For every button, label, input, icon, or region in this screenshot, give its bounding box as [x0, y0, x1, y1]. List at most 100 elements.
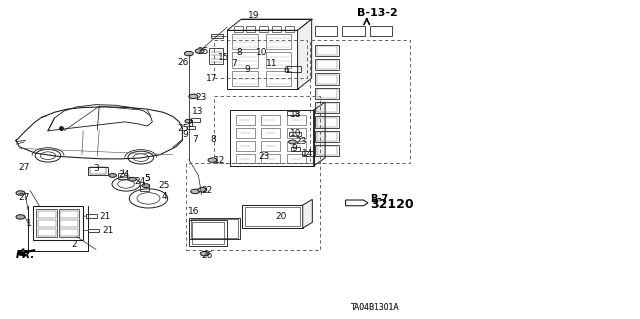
- Bar: [60, 229, 78, 236]
- Circle shape: [208, 158, 217, 162]
- Circle shape: [185, 119, 193, 123]
- Circle shape: [16, 215, 25, 219]
- Text: 17: 17: [206, 74, 218, 83]
- Polygon shape: [346, 200, 368, 206]
- Bar: [232, 71, 258, 86]
- Bar: [36, 209, 57, 237]
- Text: 16: 16: [188, 207, 199, 216]
- Bar: [261, 128, 280, 138]
- Bar: [234, 26, 243, 32]
- Text: 27: 27: [18, 193, 29, 202]
- Bar: [38, 211, 56, 218]
- Bar: [287, 141, 306, 151]
- Text: 21: 21: [99, 212, 111, 221]
- Text: 22: 22: [202, 186, 213, 195]
- Bar: [60, 220, 78, 227]
- Bar: [191, 219, 238, 238]
- Bar: [88, 229, 99, 232]
- Text: B-13-2: B-13-2: [357, 8, 398, 18]
- Bar: [209, 48, 223, 64]
- Polygon shape: [303, 199, 312, 228]
- Circle shape: [184, 51, 193, 56]
- Bar: [317, 89, 337, 98]
- Bar: [118, 173, 127, 179]
- Text: 21: 21: [102, 226, 114, 235]
- Bar: [287, 128, 306, 138]
- Circle shape: [129, 177, 136, 181]
- Text: 9: 9: [291, 145, 297, 153]
- Text: 6: 6: [187, 120, 193, 129]
- Text: 25: 25: [159, 181, 170, 190]
- Text: 7: 7: [192, 135, 198, 144]
- Text: 25: 25: [197, 47, 209, 56]
- Polygon shape: [227, 19, 312, 30]
- Text: 24: 24: [134, 177, 146, 186]
- Bar: [59, 209, 79, 237]
- Circle shape: [142, 184, 150, 188]
- Bar: [342, 26, 365, 36]
- Text: 27: 27: [18, 163, 29, 172]
- Bar: [315, 131, 339, 142]
- Bar: [33, 206, 83, 240]
- Bar: [266, 34, 291, 49]
- Bar: [289, 132, 301, 136]
- Bar: [245, 207, 300, 226]
- Bar: [259, 26, 268, 32]
- Bar: [236, 128, 255, 138]
- Bar: [246, 26, 255, 32]
- Text: 11: 11: [266, 59, 277, 68]
- Bar: [315, 88, 339, 99]
- Bar: [236, 154, 255, 163]
- Text: 8: 8: [210, 135, 216, 144]
- Text: B-7: B-7: [370, 194, 388, 204]
- Bar: [38, 220, 56, 227]
- Text: 4: 4: [162, 192, 168, 201]
- Circle shape: [200, 251, 209, 256]
- Text: 12: 12: [214, 156, 226, 165]
- Bar: [317, 146, 337, 155]
- Bar: [191, 118, 200, 122]
- Bar: [315, 26, 337, 36]
- Bar: [317, 132, 337, 141]
- Circle shape: [16, 191, 25, 195]
- Bar: [232, 34, 258, 49]
- Bar: [291, 147, 300, 151]
- Bar: [315, 45, 339, 56]
- Bar: [88, 167, 108, 175]
- Text: 10: 10: [256, 48, 268, 57]
- Bar: [261, 115, 280, 125]
- Bar: [236, 141, 255, 151]
- Circle shape: [289, 140, 296, 144]
- Text: TA04B1301A: TA04B1301A: [351, 303, 399, 312]
- Bar: [315, 145, 339, 156]
- Text: 9: 9: [244, 65, 250, 74]
- Text: 5: 5: [144, 174, 150, 183]
- Bar: [86, 214, 97, 218]
- Text: 32120: 32120: [370, 198, 413, 211]
- Bar: [189, 220, 227, 246]
- Text: 20: 20: [275, 212, 287, 221]
- Text: 26: 26: [202, 251, 213, 260]
- Text: 23: 23: [258, 152, 269, 161]
- Text: 5: 5: [144, 174, 150, 183]
- Text: 3: 3: [93, 164, 99, 173]
- Polygon shape: [314, 102, 325, 166]
- Bar: [227, 30, 298, 89]
- Circle shape: [191, 189, 200, 194]
- Bar: [60, 211, 78, 218]
- Text: 18: 18: [290, 110, 301, 119]
- Bar: [266, 71, 291, 86]
- Text: 23: 23: [195, 93, 207, 102]
- Bar: [242, 205, 303, 228]
- Bar: [236, 115, 255, 125]
- Text: 25: 25: [177, 124, 189, 133]
- Text: 7: 7: [232, 59, 237, 68]
- Bar: [192, 222, 224, 244]
- Text: 6: 6: [284, 66, 289, 75]
- Bar: [315, 73, 339, 85]
- Text: TA04B1301A: TA04B1301A: [351, 303, 399, 312]
- Text: 15: 15: [218, 53, 229, 62]
- Circle shape: [198, 188, 207, 192]
- Polygon shape: [298, 19, 312, 89]
- Bar: [287, 115, 306, 125]
